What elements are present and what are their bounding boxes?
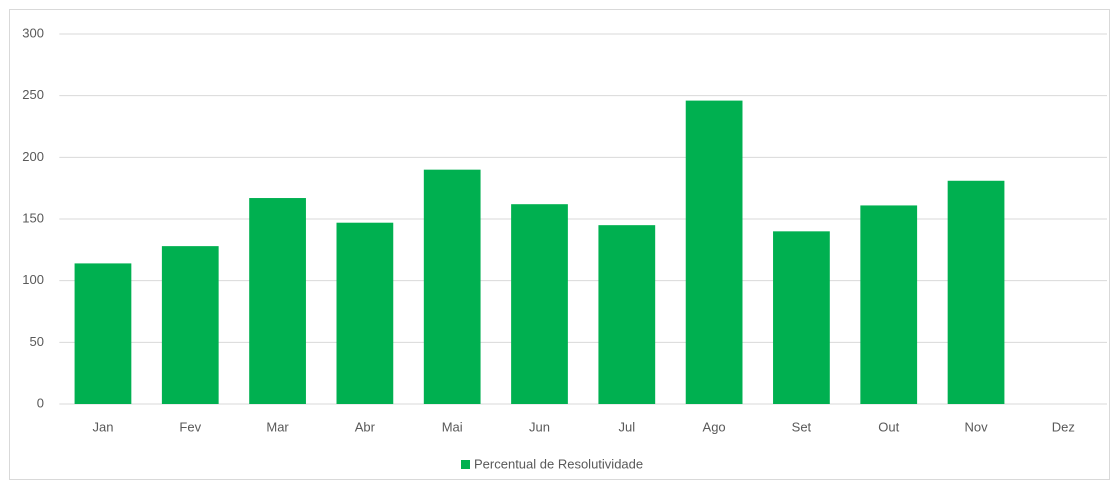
x-tick-label: Out [878,419,899,434]
bar [685,100,743,404]
y-tick-label: 250 [22,87,44,102]
y-tick-label: 150 [22,210,44,225]
bar [336,222,394,404]
bar [249,198,306,404]
y-tick-label: 50 [30,334,44,349]
y-tick-label: 200 [22,149,44,164]
x-tick-label: Jun [529,419,550,434]
y-tick-label: 300 [22,25,44,40]
x-tick-label: Set [792,419,812,434]
x-tick-label: Nov [964,419,988,434]
x-tick-label: Jul [618,419,635,434]
x-tick-label: Fev [179,419,201,434]
x-tick-label: Abr [355,419,376,434]
bar [598,225,656,404]
legend-label: Percentual de Resolutividade [474,456,643,471]
x-tick-label: Mar [266,419,289,434]
bar [161,246,219,404]
bar [860,205,918,404]
y-tick-label: 100 [22,272,44,287]
bar [74,263,132,404]
y-tick-label: 0 [37,395,44,410]
bar [511,204,568,404]
bar [947,180,1005,404]
x-tick-label: Jan [92,419,113,434]
bar [773,231,830,404]
bar [423,169,481,404]
x-tick-label: Dez [1052,419,1075,434]
x-tick-label: Ago [703,419,726,434]
legend-swatch [461,460,470,469]
x-tick-label: Mai [442,419,463,434]
